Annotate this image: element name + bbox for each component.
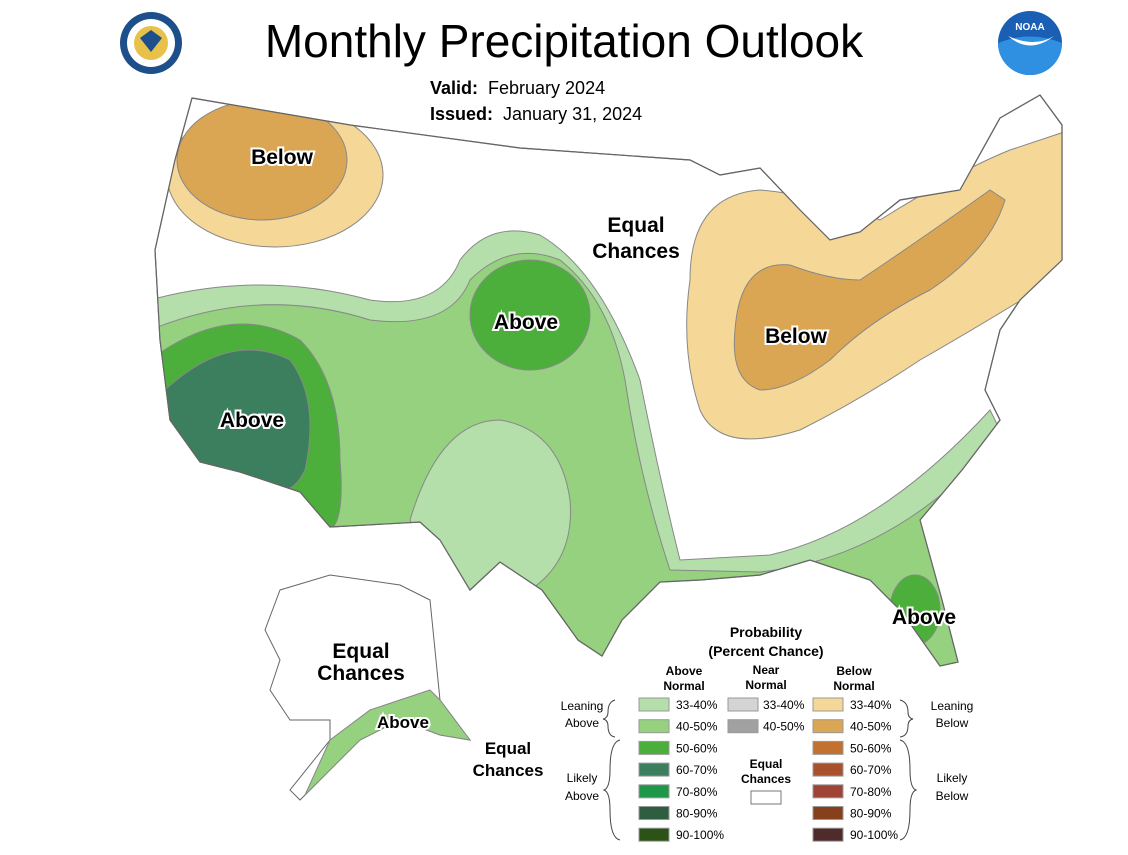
- legend-swatch-below-0: [812, 697, 844, 712]
- label-equal: Equal: [607, 214, 664, 237]
- legend-swatch-above-1: [638, 719, 670, 734]
- brace-leaning-above: [602, 699, 616, 738]
- issued-label: Issued:: [430, 104, 494, 124]
- leaning-below-2: Below: [936, 716, 969, 730]
- region-plains-above-50: [469, 259, 591, 371]
- issued-value: January 31, 2024: [503, 104, 643, 124]
- legend-range-near-1: 40-50%: [763, 720, 805, 734]
- region-ne-below-40: [733, 189, 1006, 391]
- legend-swatch-above-3: [638, 762, 670, 777]
- legend: Probability (Percent Chance) Above Norma…: [561, 624, 974, 842]
- alaska-above-region: [304, 689, 472, 796]
- legend-swatch-below-2: [812, 740, 844, 755]
- legend-subtitle: (Percent Chance): [708, 643, 823, 659]
- legend-range-above-4: 70-80%: [676, 785, 718, 799]
- col-below-2: Normal: [833, 679, 874, 693]
- likely-below-2: Below: [936, 789, 969, 803]
- equal-label-1: Equal: [750, 757, 783, 771]
- legend-swatch-below-1: [812, 719, 844, 734]
- legend-swatch-above-4: [638, 784, 670, 799]
- legend-swatch-near-0: [727, 697, 759, 712]
- legend-swatch-near-1: [727, 719, 759, 734]
- valid-line: Valid: February 2024: [430, 78, 605, 99]
- legend-swatch-above-6: [638, 827, 670, 842]
- doc-seal-logo: [120, 12, 182, 74]
- legend-swatch-below-6: [812, 827, 844, 842]
- issued-line: Issued: January 31, 2024: [430, 104, 642, 125]
- svg-text:NOAA: NOAA: [1015, 22, 1044, 33]
- label-ak2-equal: Equal: [485, 739, 531, 758]
- legend-range-below-2: 50-60%: [850, 741, 892, 755]
- label-ak-chances: Chances: [317, 662, 405, 685]
- label-ne-below: Below: [765, 325, 828, 348]
- legend-range-near-0: 33-40%: [763, 698, 805, 712]
- valid-label: Valid:: [430, 78, 479, 98]
- col-above-1: Above: [666, 664, 703, 678]
- noaa-logo: NOAA: [998, 11, 1062, 75]
- legend-swatch-above-2: [638, 740, 670, 755]
- brace-likely-below: [899, 739, 918, 841]
- legend-swatch-above-5: [638, 806, 670, 820]
- page-title: Monthly Precipitation Outlook: [264, 15, 864, 67]
- legend-swatch-above-0: [638, 697, 670, 712]
- valid-value: February 2024: [488, 78, 606, 98]
- legend-range-below-1: 40-50%: [850, 720, 892, 734]
- legend-range-below-0: 33-40%: [850, 698, 892, 712]
- legend-swatch-below-3: [812, 762, 844, 777]
- label-fl-above: Above: [892, 606, 956, 629]
- col-near-2: Normal: [745, 678, 786, 692]
- leaning-below-1: Leaning: [931, 699, 974, 713]
- label-ak-equal: Equal: [332, 640, 389, 663]
- col-above-2: Normal: [663, 679, 704, 693]
- brace-leaning-below: [899, 699, 914, 738]
- alaska-map: [264, 574, 472, 801]
- legend-range-below-3: 60-70%: [850, 763, 892, 777]
- leaning-above-1: Leaning: [561, 699, 604, 713]
- label-ak2-chances: Chances: [473, 761, 544, 780]
- label-ca-above: Above: [220, 409, 284, 432]
- legend-range-above-5: 80-90%: [676, 807, 718, 821]
- label-nw-below: Below: [251, 146, 314, 169]
- legend-range-above-0: 33-40%: [676, 698, 718, 712]
- legend-title: Probability: [730, 624, 803, 640]
- col-below-1: Below: [836, 664, 872, 678]
- legend-range-above-3: 60-70%: [676, 763, 718, 777]
- label-plains-above: Above: [494, 311, 558, 334]
- legend-range-above-6: 90-100%: [676, 828, 724, 842]
- label-ak-above: Above: [377, 713, 429, 732]
- equal-swatch: [750, 790, 782, 805]
- label-chances: Chances: [592, 240, 680, 263]
- legend-range-below-4: 70-80%: [850, 785, 892, 799]
- legend-swatch-below-4: [812, 784, 844, 799]
- legend-range-below-6: 90-100%: [850, 828, 898, 842]
- col-near-1: Near: [753, 663, 780, 677]
- likely-below-1: Likely: [937, 771, 968, 785]
- likely-above-1: Likely: [567, 771, 598, 785]
- legend-swatch-below-5: [812, 806, 844, 820]
- legend-range-above-1: 40-50%: [676, 720, 718, 734]
- legend-range-above-2: 50-60%: [676, 741, 718, 755]
- region-sw-lean: [409, 419, 571, 591]
- equal-label-2: Chances: [741, 772, 791, 786]
- brace-likely-above: [602, 739, 621, 841]
- likely-above-2: Above: [565, 789, 599, 803]
- leaning-above-2: Above: [565, 716, 599, 730]
- legend-range-below-5: 80-90%: [850, 807, 892, 821]
